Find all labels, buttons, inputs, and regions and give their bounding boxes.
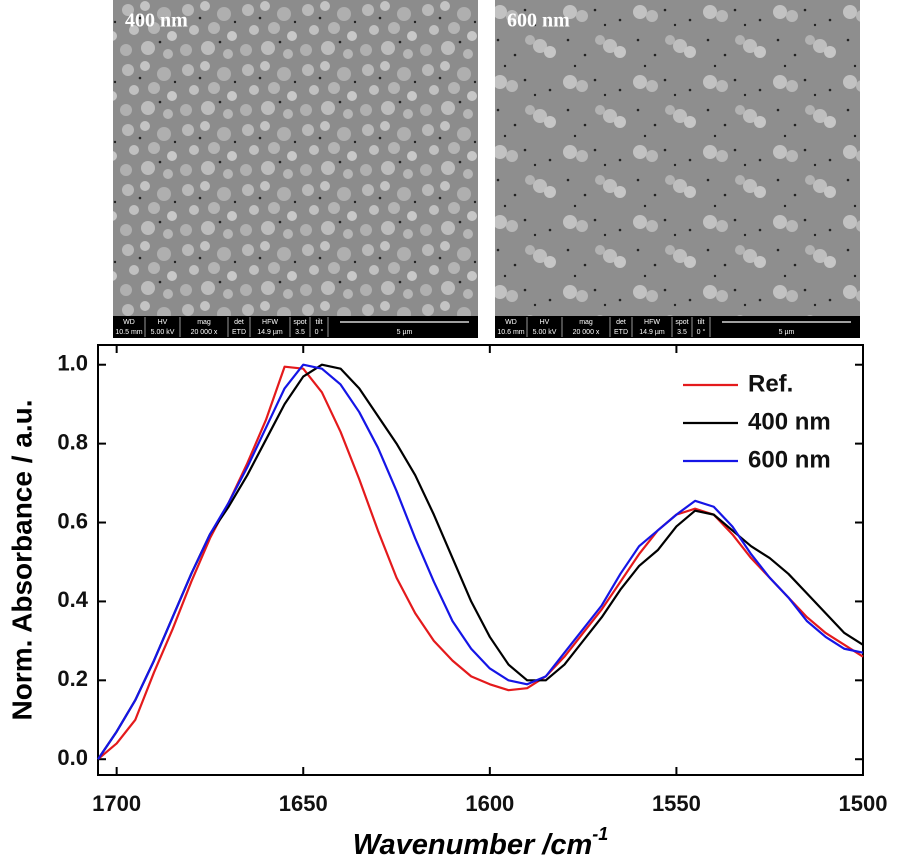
x-tick-label: 1550 (652, 791, 701, 816)
x-axis-label-main: Wavenumber /cm (353, 829, 593, 861)
sem-info-value: 0 ° (315, 328, 324, 336)
sem-image (495, 0, 860, 316)
sem-info-label: mag (579, 319, 593, 326)
sem-info-label: tilt (316, 319, 323, 326)
x-tick-label: 1700 (92, 791, 141, 816)
sem-info-value: 10.5 mm (115, 329, 142, 336)
sem-info-label: HV (540, 319, 550, 326)
sem-info-value: 14.9 µm (257, 329, 283, 336)
sem-info-label: spot (293, 319, 306, 326)
sem-info-label: det (616, 319, 626, 326)
x-tick-label: 1650 (279, 791, 328, 816)
sem-image (113, 0, 478, 316)
sem-info-value: 3.5 (295, 329, 305, 336)
sem-info-value: ETD (232, 329, 246, 336)
sem-label: 400 nm (125, 10, 188, 32)
sem-info-value: 5.00 kV (151, 329, 175, 336)
sem-info-value: 5.00 kV (533, 329, 557, 336)
plot-frame (97, 344, 864, 776)
sem-info-label: WD (123, 319, 135, 326)
sem-info-value: 20 000 x (573, 329, 600, 336)
sem-info-value: 10.6 mm (497, 329, 524, 336)
sem-info-value: 3.5 (677, 329, 687, 336)
legend-label: Ref. (748, 370, 793, 397)
sem-info-label: det (234, 319, 244, 326)
y-tick-label: 1.0 (57, 351, 88, 376)
sem-scale-label: 5 µm (397, 329, 413, 336)
sem-info-label: mag (197, 319, 211, 326)
sem-info-label: spot (675, 319, 688, 326)
x-axis-label-superscript: -1 (592, 824, 608, 844)
data-line (97, 363, 864, 760)
sem-info-label: WD (505, 319, 517, 326)
legend-label: 400 nm (748, 408, 831, 435)
y-tick-label: 0.2 (57, 666, 88, 691)
sem-info-value: ETD (614, 329, 628, 336)
y-tick-label: 0.4 (57, 587, 88, 612)
sem-info-value: 0 ° (697, 328, 706, 336)
y-tick-label: 0.0 (57, 745, 88, 770)
y-tick-label: 0.8 (57, 429, 88, 454)
sem-scale-label: 5 µm (779, 329, 795, 336)
y-tick-label: 0.6 (57, 508, 88, 533)
y-axis-label: Norm. Absorbance / a.u. (6, 399, 37, 720)
sem-info-value: 20 000 x (191, 329, 218, 336)
x-tick-label: 1500 (839, 791, 888, 816)
data-line (97, 363, 864, 760)
sem-info-value: 14.9 µm (639, 329, 665, 336)
x-tick-label: 1600 (465, 791, 514, 816)
x-axis-label: Wavenumber /cm-1 (353, 824, 609, 861)
sem-label: 600 nm (507, 10, 570, 32)
sem-info-label: HV (158, 319, 168, 326)
sem-info-label: HFW (644, 319, 660, 326)
sem-info-label: tilt (698, 319, 705, 326)
sem-info-label: HFW (262, 319, 278, 326)
legend-label: 600 nm (748, 446, 831, 473)
